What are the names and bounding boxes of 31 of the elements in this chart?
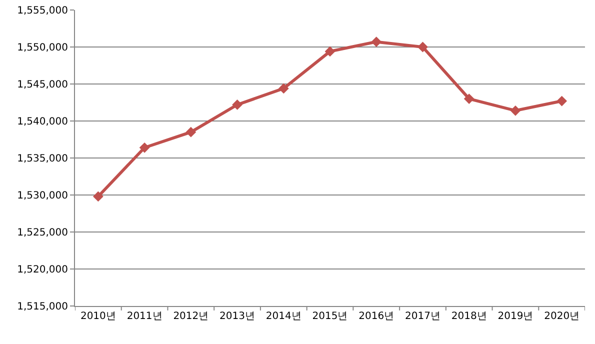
x-tick-label: 2020년 bbox=[544, 311, 580, 322]
point bbox=[139, 142, 150, 153]
point bbox=[418, 42, 428, 52]
x-tick-label: 2015년 bbox=[312, 311, 348, 322]
y-tick-label: 1,520,000 bbox=[17, 264, 68, 276]
point bbox=[464, 94, 474, 104]
x-tick-label: 2013년 bbox=[220, 311, 255, 322]
point bbox=[556, 96, 568, 106]
x-tick-label: 2011년 bbox=[126, 311, 162, 322]
x-tick-label: 2010년 bbox=[80, 311, 116, 322]
point bbox=[324, 46, 336, 57]
point bbox=[92, 191, 104, 202]
y-tick-label: 1,535,000 bbox=[17, 154, 68, 164]
x-tick-label: 2016년 bbox=[358, 311, 394, 322]
point bbox=[510, 105, 521, 116]
y-tick-label: 1,530,000 bbox=[17, 190, 68, 202]
y-tick-label: 1,550,000 bbox=[17, 42, 68, 54]
x-tick-label: 2014년 bbox=[266, 311, 302, 322]
point bbox=[278, 83, 289, 94]
y-tick-label: 1,525,000 bbox=[17, 228, 68, 238]
y-tick-label: 1,555,000 bbox=[17, 6, 68, 16]
x-tick-label: 2017년 bbox=[405, 311, 440, 322]
point bbox=[186, 126, 196, 138]
x-tick-label: 2018년 bbox=[451, 311, 487, 322]
point bbox=[232, 100, 242, 110]
y-tick-label: 1,540,000 bbox=[17, 116, 68, 128]
y-tick-label: 1,515,000 bbox=[17, 302, 68, 312]
y-tick-label: 1,545,000 bbox=[17, 80, 68, 90]
point bbox=[371, 36, 382, 48]
x-tick-label: 2019년 bbox=[498, 311, 534, 322]
x-tick-label: 2012년 bbox=[173, 311, 209, 322]
